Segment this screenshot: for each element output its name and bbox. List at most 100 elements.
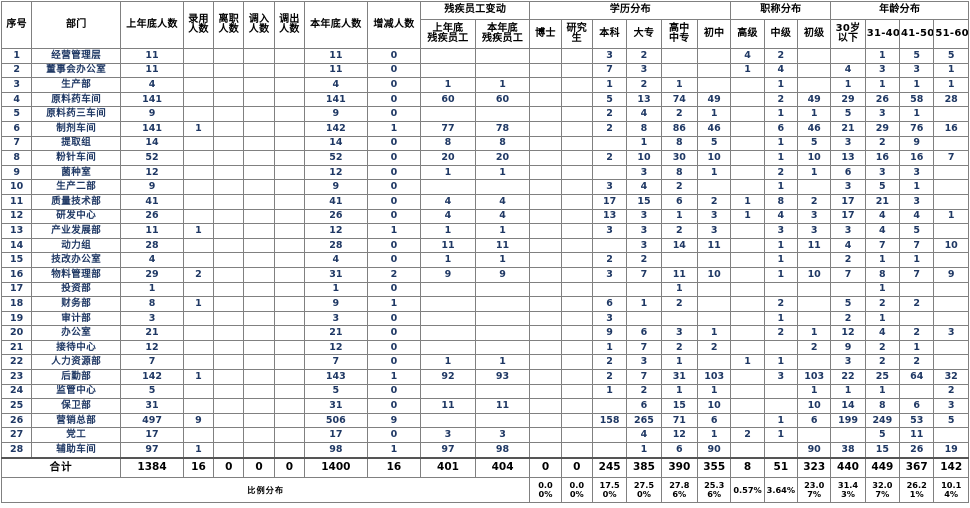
row-age-31-40: 3 <box>864 106 901 122</box>
row-transfer-in <box>243 193 275 210</box>
row-edu-highschool: 86 <box>660 120 698 137</box>
row-age-41-50: 2 <box>899 325 935 341</box>
row-transfer-out <box>273 179 306 195</box>
row-this-year-total: 41 <box>304 193 368 210</box>
row-age-under-30 <box>830 281 866 298</box>
row-edu-college: 6 <box>626 325 662 341</box>
row-edu-highschool: 1 <box>660 354 698 371</box>
col-header-last-year-total: 上年底人数 <box>120 1 184 49</box>
row-age-31-40: 1 <box>864 252 901 268</box>
row-edu-bachelor: 1 <box>591 383 628 400</box>
row-edu-master <box>560 325 593 341</box>
row-resigned <box>213 310 245 327</box>
row-last-year-total: 497 <box>120 412 184 429</box>
row-disabled-this: 4 <box>474 208 531 225</box>
row-edu-master <box>560 369 593 385</box>
row-edu-doctor <box>529 296 562 312</box>
row-title-mid: 1 <box>763 237 799 254</box>
row-edu-doctor <box>529 120 562 137</box>
ratio-edu-junior: 25.36% <box>696 476 732 503</box>
row-edu-college: 6 <box>626 398 662 414</box>
row-edu-junior: 3 <box>696 223 732 239</box>
row-age-41-50: 1 <box>899 77 935 93</box>
row-seq: 18 <box>0 296 33 312</box>
ratio-edu-college: 27.50% <box>626 476 662 503</box>
row-disabled-this <box>474 383 531 400</box>
row-age-31-40: 1 <box>864 77 901 93</box>
row-age-41-50: 3 <box>899 164 935 181</box>
row-net-change: 0 <box>366 281 422 298</box>
row-title-senior <box>730 164 765 181</box>
row-edu-doctor <box>529 135 562 152</box>
table-row: 18 财务部 8 1 9 1 6 1 2 2 5 2 2 <box>0 296 969 312</box>
row-age-31-40: 7 <box>864 237 901 254</box>
row-title-mid: 2 <box>763 48 799 64</box>
col-header-net-change: 增减人数 <box>366 1 422 49</box>
row-last-year-total: 41 <box>120 193 184 210</box>
row-edu-master <box>560 106 593 122</box>
row-age-under-30: 1 <box>830 383 866 400</box>
row-title-mid <box>763 339 799 356</box>
col-group-header-disabled-change: 残疾员工变动 <box>420 1 531 20</box>
row-age-51-60: 16 <box>933 120 969 137</box>
row-title-mid: 4 <box>763 208 799 225</box>
row-edu-college: 3 <box>626 354 662 371</box>
row-resigned <box>213 398 245 414</box>
total-age-41-50: 367 <box>899 456 935 478</box>
row-hired <box>182 77 215 93</box>
row-department: 物料管理部 <box>31 266 122 283</box>
row-transfer-in <box>243 106 275 122</box>
row-seq: 5 <box>0 106 33 122</box>
row-net-change: 0 <box>366 77 422 93</box>
row-edu-college: 4 <box>626 106 662 122</box>
row-transfer-out <box>273 48 306 64</box>
row-edu-college: 4 <box>626 427 662 444</box>
row-title-mid: 1 <box>763 106 799 122</box>
col-header-edu-master: 研究生 <box>560 19 593 49</box>
row-disabled-this <box>474 325 531 341</box>
row-hired <box>182 62 215 79</box>
row-disabled-this: 4 <box>474 193 531 210</box>
row-disabled-this: 1 <box>474 223 531 239</box>
row-transfer-out <box>273 398 306 414</box>
row-title-mid: 3 <box>763 223 799 239</box>
row-title-mid: 2 <box>763 296 799 312</box>
row-title-mid: 1 <box>763 412 799 429</box>
row-edu-master <box>560 91 593 108</box>
row-title-senior <box>730 77 765 93</box>
row-edu-doctor <box>529 164 562 181</box>
row-edu-college: 1 <box>626 442 662 459</box>
row-age-41-50 <box>899 383 935 400</box>
row-hired: 1 <box>182 369 215 385</box>
row-seq: 16 <box>0 266 33 283</box>
row-edu-doctor <box>529 237 562 254</box>
row-age-41-50: 9 <box>899 135 935 152</box>
row-age-under-30: 13 <box>830 150 866 166</box>
row-last-year-total: 11 <box>120 48 184 64</box>
row-edu-bachelor: 2 <box>591 120 628 137</box>
table-row: 19 审计部 3 3 0 3 1 2 1 <box>0 310 969 327</box>
row-title-mid: 8 <box>763 193 799 210</box>
row-department: 原料药车间 <box>31 91 122 108</box>
row-resigned <box>213 383 245 400</box>
row-hired <box>182 164 215 181</box>
ratio-row: 比例分布 0.00% 0.00% 17.50% 27.50% 27.86% 25… <box>0 476 969 503</box>
row-title-junior: 6 <box>797 412 832 429</box>
col-header-age-41-50: 41-50 <box>899 19 935 49</box>
row-net-change: 0 <box>366 135 422 152</box>
row-edu-doctor <box>529 106 562 122</box>
row-department: 动力组 <box>31 237 122 254</box>
row-this-year-total: 11 <box>304 48 368 64</box>
row-edu-master <box>560 135 593 152</box>
row-net-change: 1 <box>366 296 422 312</box>
row-edu-college: 3 <box>626 237 662 254</box>
row-edu-bachelor: 2 <box>591 150 628 166</box>
row-net-change: 0 <box>366 427 422 444</box>
total-this-year-total: 1400 <box>304 456 368 478</box>
row-seq: 17 <box>0 281 33 298</box>
total-age-under-30: 440 <box>830 456 866 478</box>
table-footer: 合计 1384 16 0 0 0 1400 16 401 404 0 0 245… <box>0 456 969 503</box>
row-edu-highschool: 1 <box>660 281 698 298</box>
row-age-under-30: 3 <box>830 179 866 195</box>
row-age-41-50: 11 <box>899 427 935 444</box>
